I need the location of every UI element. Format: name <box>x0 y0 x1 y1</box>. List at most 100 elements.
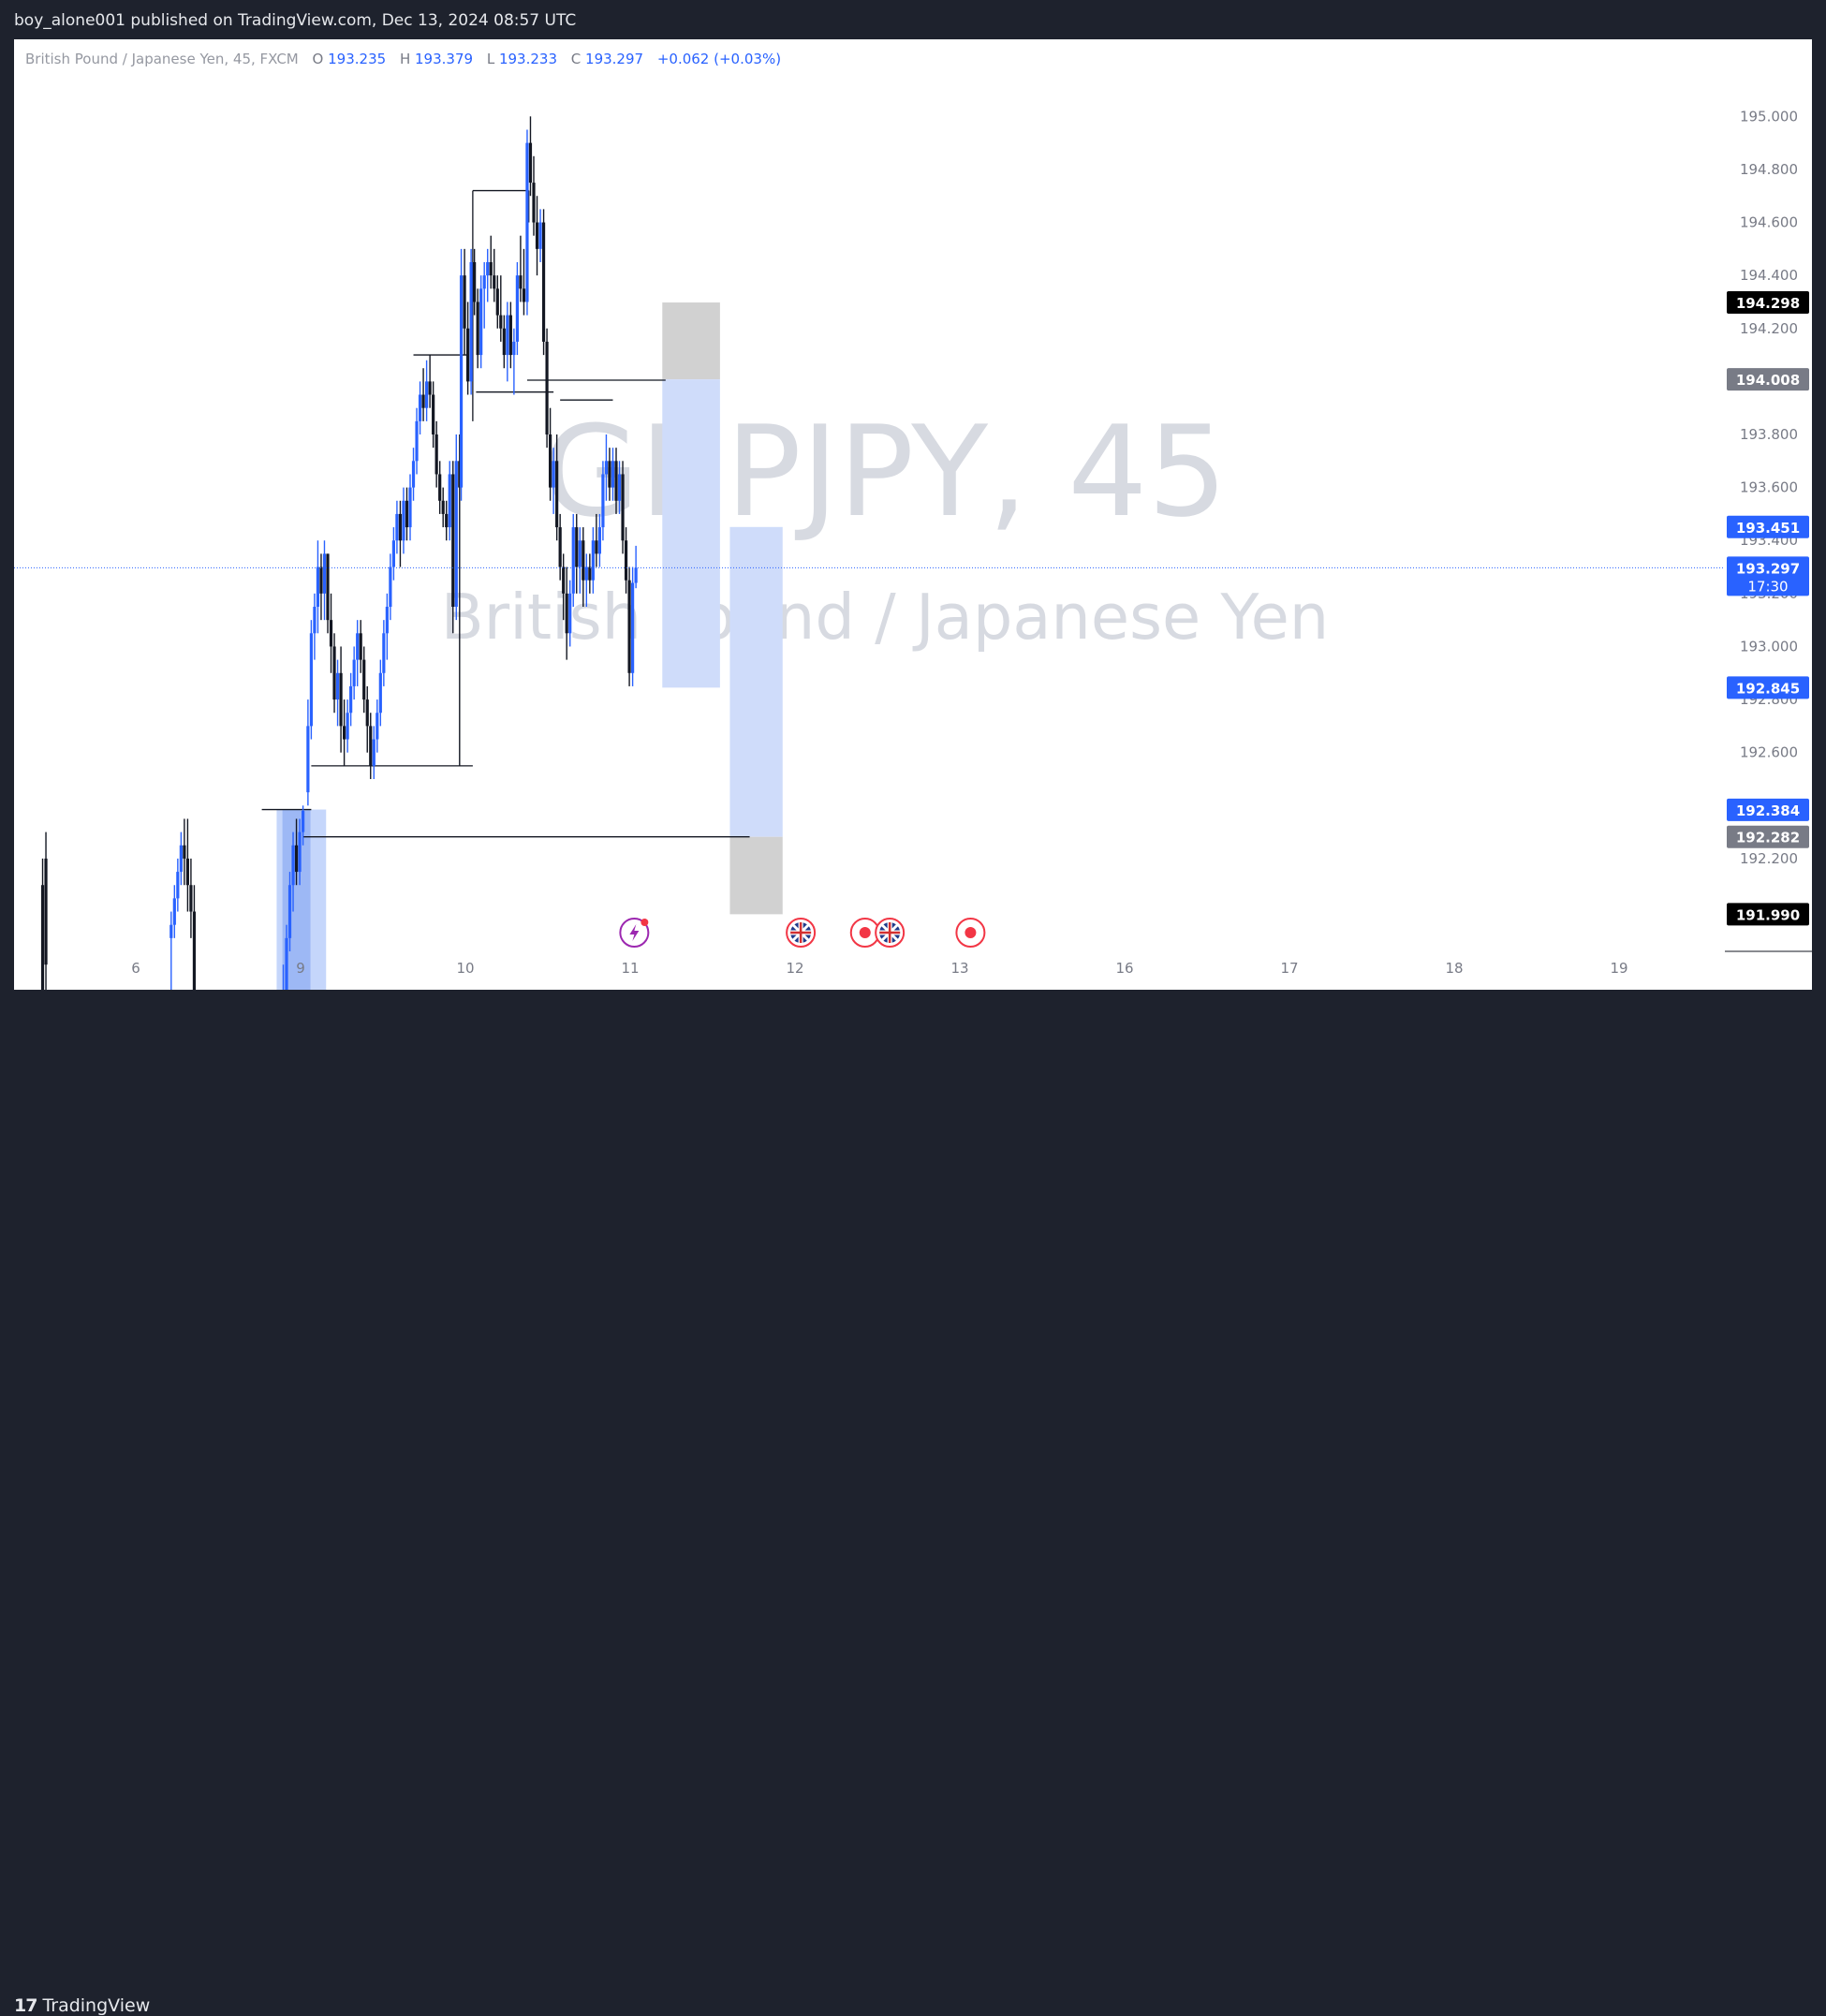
candle-body <box>298 831 302 873</box>
legend-change: +0.062 (+0.03%) <box>657 51 781 67</box>
candle <box>621 461 625 554</box>
candle-body <box>469 262 473 382</box>
uk-flag-icon <box>875 918 906 948</box>
candle <box>169 911 173 992</box>
candle <box>332 633 336 714</box>
chart-panel[interactable]: GBPJPY, 45 British Pound / Japanese Yen … <box>14 39 1812 1071</box>
candle <box>441 487 445 528</box>
zone-box <box>729 836 783 915</box>
candle-body <box>428 381 432 395</box>
candle <box>376 699 379 753</box>
price-label: 193.451 <box>1727 515 1809 538</box>
candle-body <box>614 461 618 501</box>
candle-body <box>40 885 45 992</box>
candle <box>499 275 503 342</box>
candle <box>438 461 442 514</box>
candle <box>631 567 635 686</box>
candle <box>608 448 611 501</box>
tradingview-logo[interactable]: 17 TradingView <box>14 1995 150 2016</box>
candle-body <box>382 633 386 673</box>
candle <box>408 474 412 541</box>
price-tick: 195.000 <box>1740 108 1798 125</box>
candle-body <box>346 713 349 740</box>
candle <box>391 527 395 581</box>
candle-body <box>322 553 327 594</box>
candle <box>601 461 605 541</box>
candle <box>454 434 458 621</box>
candle <box>418 381 422 434</box>
candle-body <box>408 487 412 528</box>
candle-body <box>454 461 458 607</box>
candle <box>489 235 493 289</box>
candle <box>617 461 622 514</box>
candle-body <box>571 527 575 594</box>
candle-body <box>493 275 496 289</box>
candle <box>506 302 509 382</box>
candle <box>425 360 429 421</box>
candle <box>578 527 582 594</box>
candle <box>306 699 310 806</box>
candle-body <box>506 315 509 356</box>
candle <box>411 448 416 501</box>
candle-body <box>502 328 506 356</box>
candle-body <box>183 845 186 859</box>
candle <box>183 818 186 886</box>
lightning-icon <box>619 918 650 948</box>
candle <box>508 302 512 369</box>
candlestick-chart[interactable]: GBPJPY, 45 British Pound / Japanese Yen … <box>14 39 1812 1071</box>
event-dot-icon <box>849 918 880 948</box>
candle-body <box>179 845 183 873</box>
candle <box>179 831 183 886</box>
candle-body <box>391 540 395 567</box>
candle <box>538 209 542 262</box>
candle <box>502 315 506 369</box>
price-scale[interactable]: 195.000194.800194.600194.400194.200194.0… <box>1740 108 1798 867</box>
candle <box>398 500 403 567</box>
candle-body <box>588 567 592 581</box>
candle <box>575 513 579 594</box>
candle-body <box>339 672 343 727</box>
candle-body <box>459 275 464 488</box>
candle-body <box>528 142 533 184</box>
zones-layer <box>276 302 783 1045</box>
event-center <box>965 927 977 938</box>
candle <box>595 513 598 567</box>
candle-body <box>398 513 403 541</box>
candle-body <box>302 810 305 832</box>
time-tick: 13 <box>950 960 968 977</box>
candle <box>604 434 609 501</box>
candle <box>568 580 572 647</box>
time-scale[interactable]: 6 9 10 11 12 13 16 17 18 19 <box>131 960 1627 977</box>
candle-body <box>359 633 362 660</box>
candle <box>415 407 419 475</box>
candle-body <box>405 500 409 528</box>
candle-body <box>369 726 373 766</box>
candle-body <box>385 607 389 634</box>
candle <box>611 448 615 501</box>
price-label-bg <box>1727 825 1809 848</box>
candles-layer <box>40 116 638 1071</box>
candle <box>558 513 562 581</box>
time-tick: 10 <box>456 960 474 977</box>
legend-low-label: L <box>487 51 495 67</box>
price-label-bg <box>1727 368 1809 391</box>
candle <box>294 818 299 886</box>
candle <box>343 699 346 766</box>
price-label: 194.008 <box>1727 368 1809 391</box>
candle-body <box>495 288 499 316</box>
price-label-bg <box>1727 676 1809 699</box>
candle-body <box>555 461 559 528</box>
price-tick: 192.600 <box>1740 744 1798 761</box>
zone-box <box>662 302 720 380</box>
candle <box>486 248 490 302</box>
candle-body <box>489 262 493 276</box>
footer-bar: 17 TradingView <box>0 990 1826 2016</box>
candle-body <box>611 461 615 488</box>
candle-body <box>294 845 299 873</box>
candle <box>476 288 479 369</box>
candle-body <box>552 461 555 488</box>
candle-body <box>538 222 542 249</box>
candle <box>552 448 555 514</box>
candle-body <box>578 540 582 567</box>
